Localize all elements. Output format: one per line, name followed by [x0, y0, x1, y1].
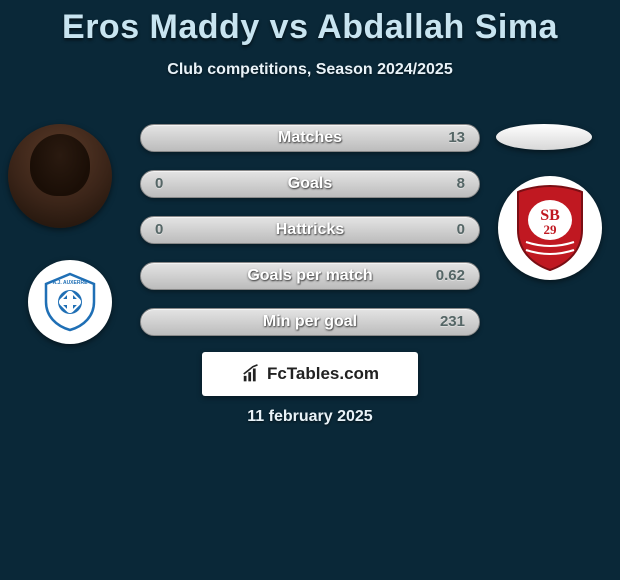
stat-right-value: 0 — [457, 217, 465, 243]
stat-right-value: 8 — [457, 171, 465, 197]
svg-text:29: 29 — [544, 222, 558, 237]
brest-crest-icon: SB 29 — [510, 184, 590, 272]
stat-label: Min per goal — [141, 309, 479, 335]
auxerre-crest-icon: A.J. AUXERRE — [40, 272, 100, 332]
date-text: 11 february 2025 — [0, 408, 620, 426]
page-title: Eros Maddy vs Abdallah Sima — [0, 0, 620, 47]
stat-label: Goals per match — [141, 263, 479, 289]
stat-row: 0Hattricks0 — [140, 216, 480, 244]
player-left-avatar — [8, 124, 112, 228]
club-right-crest: SB 29 — [498, 176, 602, 280]
stat-row: Matches13 — [140, 124, 480, 152]
brand-text: FcTables.com — [267, 364, 379, 384]
stats-table: Matches130Goals80Hattricks0Goals per mat… — [140, 124, 480, 354]
stat-right-value: 0.62 — [436, 263, 465, 289]
stat-right-value: 231 — [440, 309, 465, 335]
stat-label: Matches — [141, 125, 479, 151]
stat-row: Goals per match0.62 — [140, 262, 480, 290]
stat-label: Hattricks — [141, 217, 479, 243]
club-left-crest: A.J. AUXERRE — [28, 260, 112, 344]
svg-text:A.J. AUXERRE: A.J. AUXERRE — [53, 280, 88, 286]
stat-label: Goals — [141, 171, 479, 197]
chart-icon — [241, 363, 263, 385]
brand-badge[interactable]: FcTables.com — [202, 352, 418, 396]
stat-row: Min per goal231 — [140, 308, 480, 336]
player-right-avatar — [496, 124, 592, 150]
stat-right-value: 13 — [448, 125, 465, 151]
subtitle: Club competitions, Season 2024/2025 — [0, 61, 620, 79]
stat-row: 0Goals8 — [140, 170, 480, 198]
